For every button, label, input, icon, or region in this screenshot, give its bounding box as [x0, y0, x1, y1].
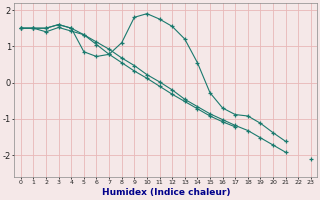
- X-axis label: Humidex (Indice chaleur): Humidex (Indice chaleur): [102, 188, 230, 197]
